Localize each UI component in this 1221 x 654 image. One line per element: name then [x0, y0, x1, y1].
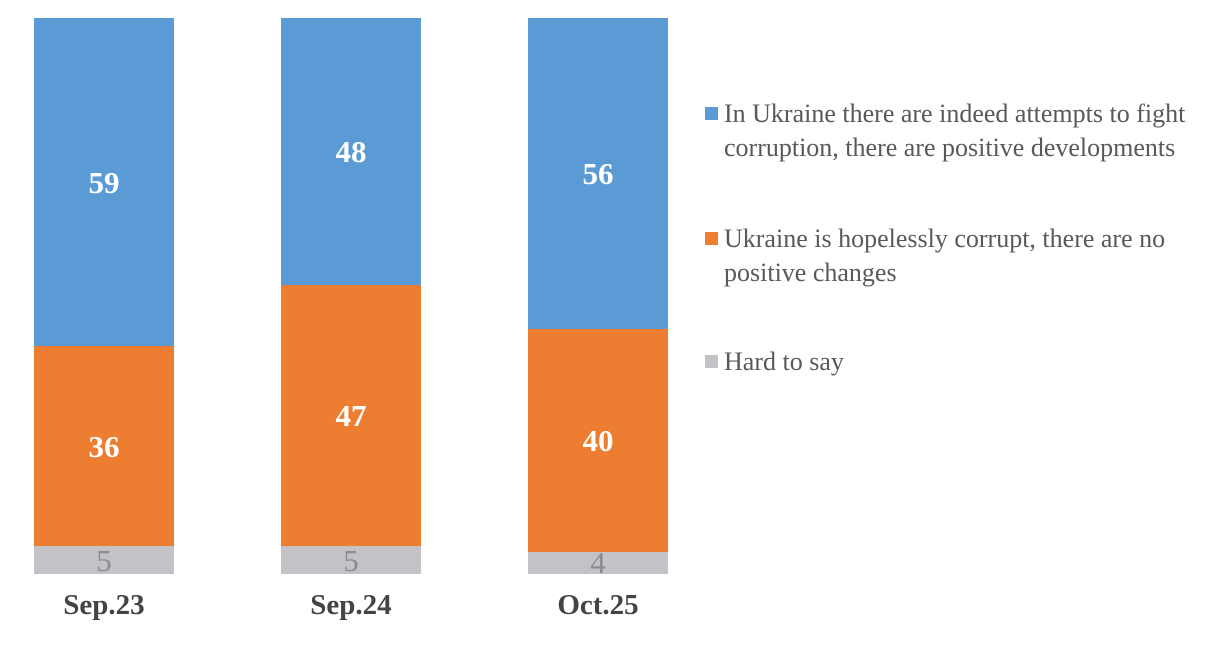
data-label: 5: [96, 542, 112, 578]
bar-sep23-segment-corrupt: 36: [34, 346, 174, 547]
legend-swatch-blue-icon: [705, 107, 718, 120]
data-label: 59: [88, 164, 120, 200]
legend-swatch-orange-icon: [705, 232, 718, 245]
legend-swatch-gray-icon: [705, 355, 718, 368]
data-label: 47: [335, 398, 367, 434]
axis-label-oct25: Oct.25: [557, 589, 639, 621]
bar-sep24: 48 47 5: [281, 18, 421, 578]
data-label: 5: [343, 542, 359, 578]
bar-oct25-segment-positive: 56: [528, 18, 668, 330]
legend-label: Ukraine is hopelessly corrupt, there are…: [724, 224, 1166, 287]
bar-sep24-segment-corrupt: 47: [281, 284, 421, 547]
legend-item-hardtosay: Hard to say: [705, 345, 1205, 379]
bar-sep23-segment-positive: 59: [34, 18, 174, 347]
legend-label: In Ukraine there are indeed attempts to …: [724, 99, 1186, 162]
data-label: 4: [590, 545, 606, 581]
data-label: 48: [335, 133, 367, 169]
data-label: 56: [582, 156, 614, 192]
legend-item-corrupt: Ukraine is hopelessly corrupt, there are…: [705, 222, 1205, 290]
bar-oct25-segment-corrupt: 40: [528, 329, 668, 552]
legend-label: Hard to say: [724, 347, 844, 376]
bar-sep23: 59 36 5: [34, 18, 174, 578]
data-label: 36: [88, 428, 120, 464]
legend-item-positive: In Ukraine there are indeed attempts to …: [705, 97, 1205, 165]
bar-sep24-segment-positive: 48: [281, 18, 421, 285]
bar-sep24-segment-hardtosay: 5: [281, 542, 421, 578]
bar-oct25-segment-hardtosay: 4: [528, 547, 668, 578]
bar-sep23-segment-hardtosay: 5: [34, 542, 174, 578]
data-label: 40: [582, 423, 614, 459]
axis-label-sep24: Sep.24: [310, 589, 392, 621]
bar-oct25: 56 40 4: [528, 18, 668, 578]
axis-label-sep23: Sep.23: [63, 589, 145, 621]
